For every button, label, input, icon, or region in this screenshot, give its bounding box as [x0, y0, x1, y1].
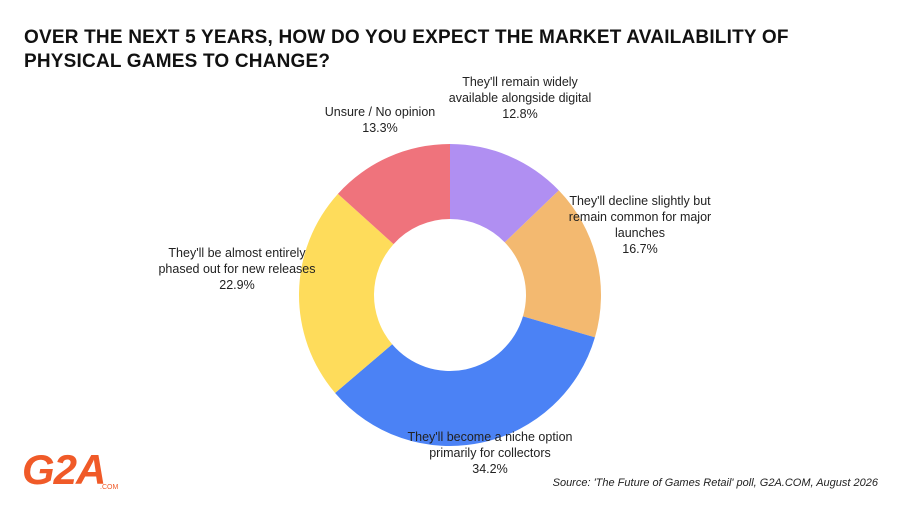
source: Source: 'The Future of Games Retail' pol…: [552, 477, 878, 489]
segment-label: Unsure / No opinion: [324, 105, 436, 119]
segment-label: They'll become a niche option primarily …: [407, 430, 573, 460]
logo: G2A: [22, 446, 106, 493]
value-label: 34.2%: [472, 462, 508, 476]
segment-label: They'll decline slightly but remain comm…: [568, 194, 712, 240]
chart-title: OVER THE NEXT 5 YEARS, HOW DO YOU EXPECT…: [24, 27, 789, 72]
segment-label: They'll remain widely available alongsid…: [448, 75, 592, 105]
segment-label: They'll be almost entirely phased out fo…: [158, 246, 316, 276]
donut-segment: [504, 190, 601, 338]
donut-segment: [335, 316, 595, 446]
donut-segment: [450, 144, 559, 243]
donut-segment: [337, 144, 450, 245]
value-label: 13.3%: [362, 121, 398, 135]
donut-segment: [299, 193, 394, 393]
logo-sub: .COM: [100, 484, 119, 491]
value-label: 22.9%: [219, 278, 255, 292]
value-label: 12.8%: [502, 107, 538, 121]
value-label: 16.7%: [622, 242, 658, 256]
